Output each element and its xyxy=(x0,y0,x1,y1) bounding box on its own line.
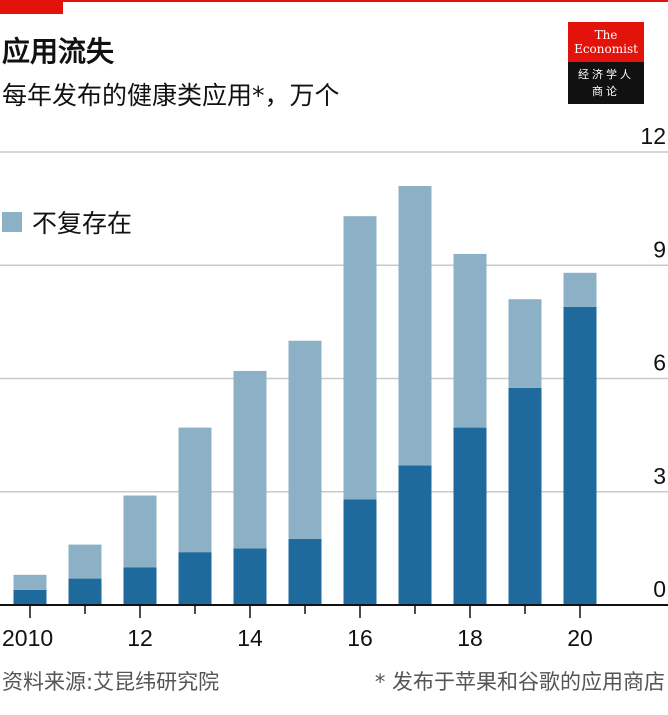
economist-logo: The Economist 经济学人商论 xyxy=(568,22,644,104)
x-tick-label: 18 xyxy=(457,625,483,651)
y-tick-label: 12 xyxy=(640,123,666,149)
bar-existing xyxy=(398,465,432,605)
bar-defunct xyxy=(13,574,47,590)
y-tick-label: 6 xyxy=(653,350,666,376)
logo-line2: Economist xyxy=(574,42,638,56)
bar-existing xyxy=(13,589,47,605)
y-tick-label: 3 xyxy=(653,463,666,489)
logo-cn2: 商论 xyxy=(592,85,620,98)
bar-defunct xyxy=(288,340,322,539)
source-note: 资料来源:艾昆纬研究院 xyxy=(2,670,220,694)
x-tick-label: 12 xyxy=(127,625,153,651)
bar-defunct xyxy=(343,216,377,500)
logo-line1: The xyxy=(594,28,618,42)
bar-existing xyxy=(123,567,157,605)
legend-swatch xyxy=(2,212,22,232)
bar-defunct xyxy=(563,272,597,307)
bar-defunct xyxy=(453,253,487,428)
bar-defunct xyxy=(398,185,432,466)
x-tick-label: 14 xyxy=(237,625,263,651)
logo-cn1: 经济学人 xyxy=(578,68,634,81)
bar-existing xyxy=(288,538,322,605)
bar-defunct xyxy=(178,427,212,553)
bar-existing xyxy=(508,387,542,605)
bar-defunct xyxy=(68,544,102,579)
bar-existing xyxy=(453,427,487,605)
x-tick-label: 16 xyxy=(347,625,373,651)
chart-title: 应用流失 xyxy=(2,35,115,68)
y-tick-label: 9 xyxy=(653,236,666,262)
legend: 不复存在 xyxy=(2,204,132,240)
bar-existing xyxy=(178,552,212,605)
bar-existing xyxy=(563,306,597,605)
bar-existing xyxy=(233,548,267,605)
legend-label: 不复存在 xyxy=(32,209,133,238)
bar-defunct xyxy=(508,299,542,388)
bar-existing xyxy=(343,499,377,605)
chart-subtitle: 每年发布的健康类应用*，万个 xyxy=(2,81,340,110)
bar-existing xyxy=(68,578,102,605)
top-rule xyxy=(0,0,668,2)
x-tick-label: 2010 xyxy=(2,625,53,651)
bar-defunct xyxy=(123,495,157,568)
brand-tag xyxy=(0,0,63,14)
footnote: * 发布于苹果和谷歌的应用商店 xyxy=(374,670,665,694)
y-tick-label: 0 xyxy=(653,576,666,602)
bar-defunct xyxy=(233,370,267,549)
x-tick-label: 20 xyxy=(567,625,593,651)
